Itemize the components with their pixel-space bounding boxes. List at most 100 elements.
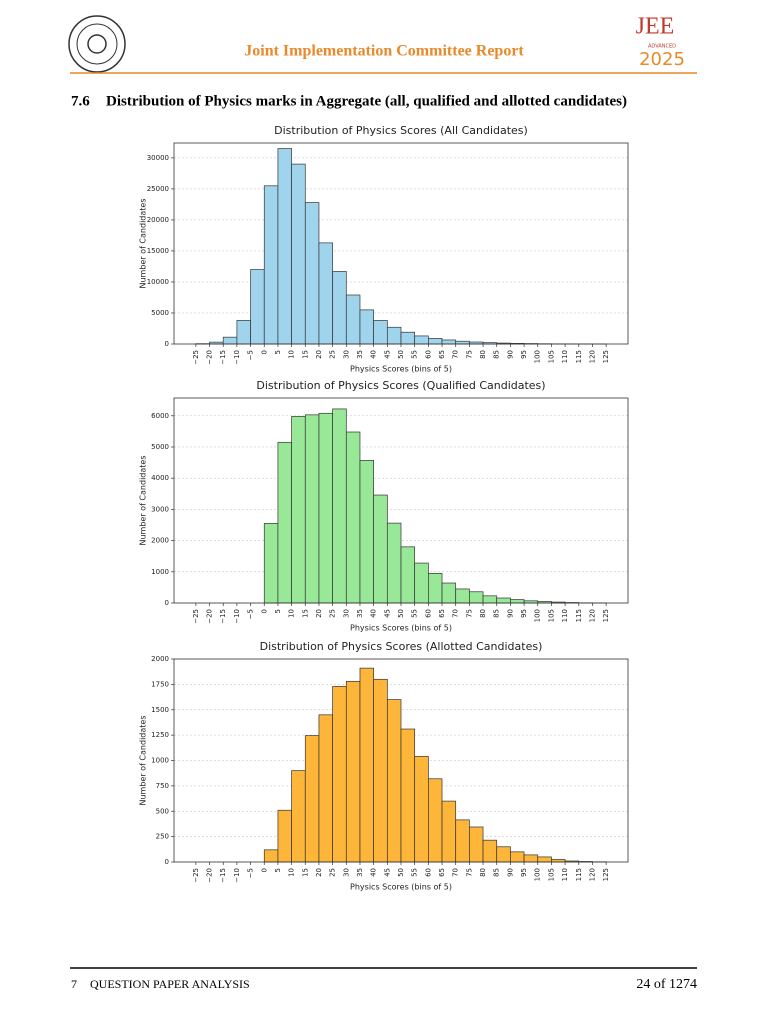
plot-frame [173, 658, 629, 863]
bar [359, 460, 375, 604]
bar [332, 408, 347, 604]
y-tick-label: 2000 [151, 537, 169, 545]
bar [359, 309, 375, 345]
x-tick-label: 75 [465, 350, 473, 359]
x-tick-label: −25 [192, 868, 200, 883]
y-axis-label: Number of Candidates [139, 716, 148, 806]
bar [373, 678, 388, 863]
x-tick-label: 55 [411, 868, 419, 877]
x-tick-label: 65 [438, 350, 446, 359]
bar [345, 431, 361, 604]
x-tick-label: 20 [315, 868, 323, 877]
y-tick-label: 4000 [151, 474, 169, 482]
x-tick-label: −20 [206, 868, 214, 883]
x-tick-label: 110 [561, 868, 569, 881]
bar [427, 778, 443, 863]
bar [304, 414, 320, 604]
x-tick-label: 5 [274, 609, 282, 613]
x-tick-label: 80 [479, 609, 487, 618]
bar [414, 335, 429, 345]
bar [304, 202, 320, 345]
bar [359, 667, 375, 863]
x-tick-label: 125 [602, 609, 610, 622]
y-tick-label: 750 [156, 782, 169, 790]
y-tick-label: 1750 [151, 680, 169, 688]
x-tick-label: −25 [192, 609, 200, 624]
bar [373, 494, 388, 604]
bar [400, 331, 416, 345]
x-tick-label: 85 [493, 609, 501, 618]
bar [345, 294, 361, 345]
bar [250, 269, 265, 345]
x-tick-label: 90 [506, 609, 514, 618]
x-tick-label: −15 [219, 350, 227, 365]
bar [496, 846, 511, 863]
chart-title: Distribution of Physics Scores (Qualifie… [256, 379, 545, 392]
bar [277, 809, 292, 863]
x-tick-label: −5 [247, 350, 255, 360]
bar [318, 412, 333, 604]
footer-chapter-title: QUESTION PAPER ANALYSIS [90, 977, 250, 991]
bar [318, 714, 333, 863]
bar [291, 416, 306, 604]
bar [263, 185, 279, 345]
bar [263, 523, 279, 604]
x-tick-label: 100 [534, 350, 542, 363]
x-tick-label: −15 [219, 609, 227, 624]
bar [455, 588, 470, 604]
x-tick-label: 35 [356, 609, 364, 618]
x-axis-label: Physics Scores (bins of 5) [350, 883, 452, 892]
y-axis-label: Number of Candidates [139, 199, 148, 289]
x-tick-label: 10 [288, 868, 296, 877]
bar [496, 597, 511, 604]
logo-main: JEE [636, 14, 675, 40]
bar [455, 819, 470, 863]
chart-title: Distribution of Physics Scores (Allotted… [260, 640, 543, 653]
y-tick-label: 5000 [151, 309, 169, 317]
x-tick-label: −10 [233, 868, 241, 883]
section-title: Distribution of Physics marks in Aggrega… [106, 93, 627, 109]
x-tick-label: 5 [274, 868, 282, 872]
x-tick-label: 80 [479, 350, 487, 359]
x-tick-label: 10 [288, 350, 296, 359]
x-tick-label: 40 [370, 350, 378, 359]
footer-page: 24 of 1274 [636, 977, 697, 992]
x-tick-label: 0 [260, 350, 268, 354]
x-tick-label: −25 [192, 350, 200, 365]
y-tick-label: 6000 [151, 412, 169, 420]
x-tick-label: 80 [479, 868, 487, 877]
header-title: Joint Implementation Committee Report [244, 43, 524, 60]
bar [482, 839, 498, 863]
bar [400, 728, 416, 863]
x-tick-label: 35 [356, 868, 364, 877]
bar [455, 340, 470, 345]
bar [427, 573, 443, 604]
bar [414, 756, 429, 863]
x-tick-label: 50 [397, 350, 405, 359]
y-tick-label: 1000 [151, 757, 169, 765]
x-tick-label: 55 [411, 350, 419, 359]
x-tick-label: 75 [465, 609, 473, 618]
y-tick-label: 2000 [151, 655, 169, 663]
bar [318, 242, 333, 345]
y-tick-label: 1250 [151, 731, 169, 739]
bar [510, 851, 525, 863]
bar [373, 320, 388, 345]
x-tick-label: −5 [247, 609, 255, 619]
x-tick-label: 5 [274, 350, 282, 354]
x-tick-label: 110 [561, 350, 569, 363]
logo-sub: ADVANCED [648, 44, 676, 50]
x-tick-label: 0 [260, 609, 268, 613]
x-tick-label: 45 [383, 868, 391, 877]
x-tick-label: 50 [397, 868, 405, 877]
x-tick-label: 40 [370, 868, 378, 877]
x-tick-label: 125 [602, 350, 610, 363]
bar [441, 582, 457, 604]
bar [482, 595, 498, 604]
x-tick-label: 20 [315, 609, 323, 618]
x-tick-label: 120 [588, 868, 596, 881]
footer-chapter-number: 7 [71, 977, 77, 991]
x-tick-label: 25 [329, 609, 337, 618]
bar [469, 826, 484, 863]
